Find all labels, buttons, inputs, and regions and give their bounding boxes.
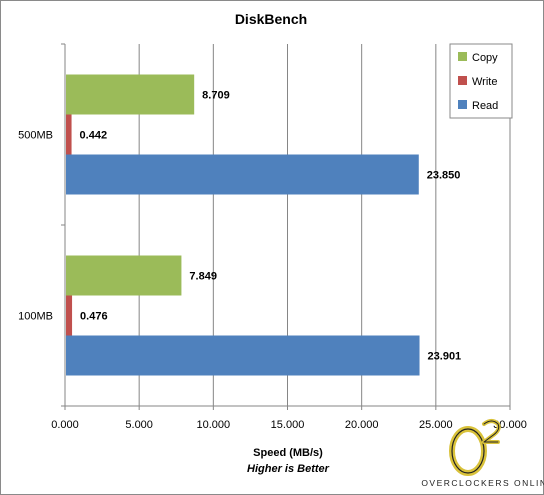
category-label: 100MB: [18, 311, 53, 323]
bar-copy: [66, 255, 182, 296]
labels: 0.000 5.000 10.000 15.000 20.000 25.000 30.000…: [18, 90, 527, 432]
data-label: 8.709: [202, 90, 230, 102]
data-label: 23.850: [427, 170, 461, 182]
bars: [66, 74, 420, 376]
o2-logo-icon: OVERCLOCKERS ONLINE: [421, 419, 544, 488]
axes: [61, 43, 511, 410]
x-tick-label: 0.000: [51, 419, 79, 431]
data-label: 23.901: [428, 351, 462, 363]
legend-label-read: Read: [472, 100, 498, 112]
legend-label-write: Write: [472, 76, 497, 88]
legend: Copy Write Read: [449, 43, 513, 119]
legend-swatch-write: [458, 76, 467, 85]
bar-read: [66, 335, 420, 376]
x-tick-label: 30.000: [493, 419, 527, 431]
bar-read: [66, 154, 419, 195]
chart-title: DiskBench: [235, 11, 307, 27]
x-tick-label: 10.000: [197, 419, 231, 431]
data-label: 7.849: [189, 271, 217, 283]
watermark-text: OVERCLOCKERS ONLINE: [421, 478, 544, 488]
legend-label-copy: Copy: [472, 52, 498, 64]
bar-write: [66, 114, 72, 155]
legend-swatch-read: [458, 100, 467, 109]
x-axis-label: Speed (MB/s): [253, 447, 323, 459]
x-tick-label: 5.000: [125, 419, 153, 431]
legend-swatch-copy: [458, 52, 467, 61]
data-label: 0.442: [80, 130, 108, 142]
category-label: 500MB: [18, 130, 53, 142]
x-tick-label: 15.000: [271, 419, 305, 431]
bar-copy: [66, 74, 195, 115]
x-tick-label: 25.000: [419, 419, 453, 431]
data-label: 0.476: [80, 311, 108, 323]
bar-write: [66, 295, 73, 336]
x-tick-label: 20.000: [345, 419, 379, 431]
chart-subtitle: Higher is Better: [247, 463, 330, 475]
